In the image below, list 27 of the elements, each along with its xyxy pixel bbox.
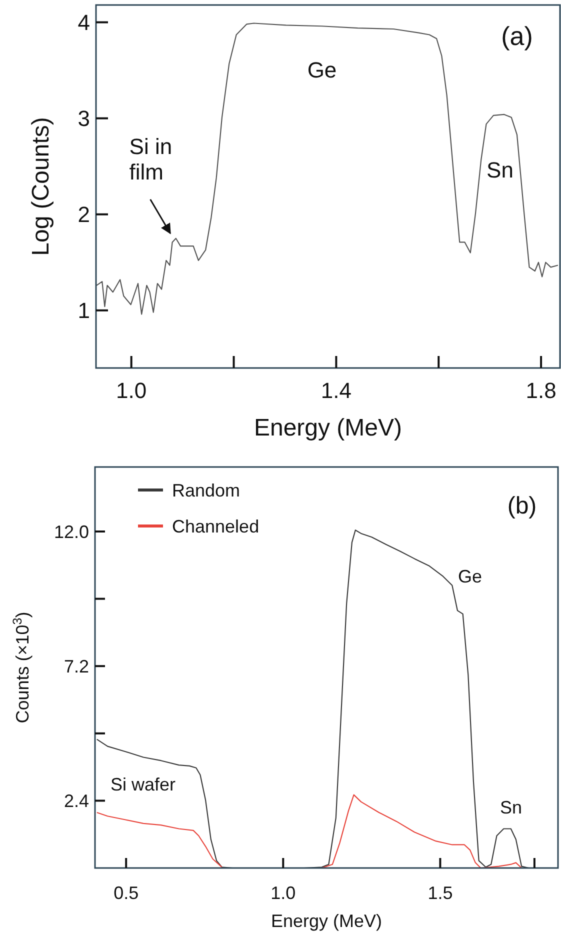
annotation: Si in film xyxy=(129,134,172,184)
y-tick-label: 12.0 xyxy=(54,522,89,542)
legend-label: Random xyxy=(172,480,240,500)
x-tick-label: 1.8 xyxy=(526,378,556,403)
x-tick-label: 1.0 xyxy=(270,883,296,903)
text: (a) xyxy=(501,21,533,52)
text: (b) xyxy=(507,492,537,520)
x-axis-title: Energy (MeV) xyxy=(254,414,402,442)
x-tick-label: 1.4 xyxy=(320,378,352,403)
annotation: Si wafer xyxy=(110,774,176,794)
legend-label: Channeled xyxy=(172,516,260,536)
annotation: Ge xyxy=(307,58,337,83)
annotation: Sn xyxy=(486,158,514,183)
x-tick-label: 0.5 xyxy=(114,883,139,903)
y-tick-label: 4 xyxy=(78,10,90,35)
y-tick-label: 2 xyxy=(78,202,90,228)
y-tick-label: 3 xyxy=(78,106,90,132)
annotation: Sn xyxy=(500,797,522,818)
line-series xyxy=(96,22,558,315)
y-tick-label: 1 xyxy=(78,298,90,324)
y-tick-label: 7.2 xyxy=(64,656,89,676)
x-tick-label: 1.5 xyxy=(428,883,453,903)
y-axis-title: Log (Counts) xyxy=(27,117,54,256)
annotation: Ge xyxy=(458,566,482,586)
x-tick-label: 1.0 xyxy=(116,378,147,403)
x-axis-title: Energy (MeV) xyxy=(270,911,382,932)
y-tick-label: 2.4 xyxy=(64,791,89,811)
